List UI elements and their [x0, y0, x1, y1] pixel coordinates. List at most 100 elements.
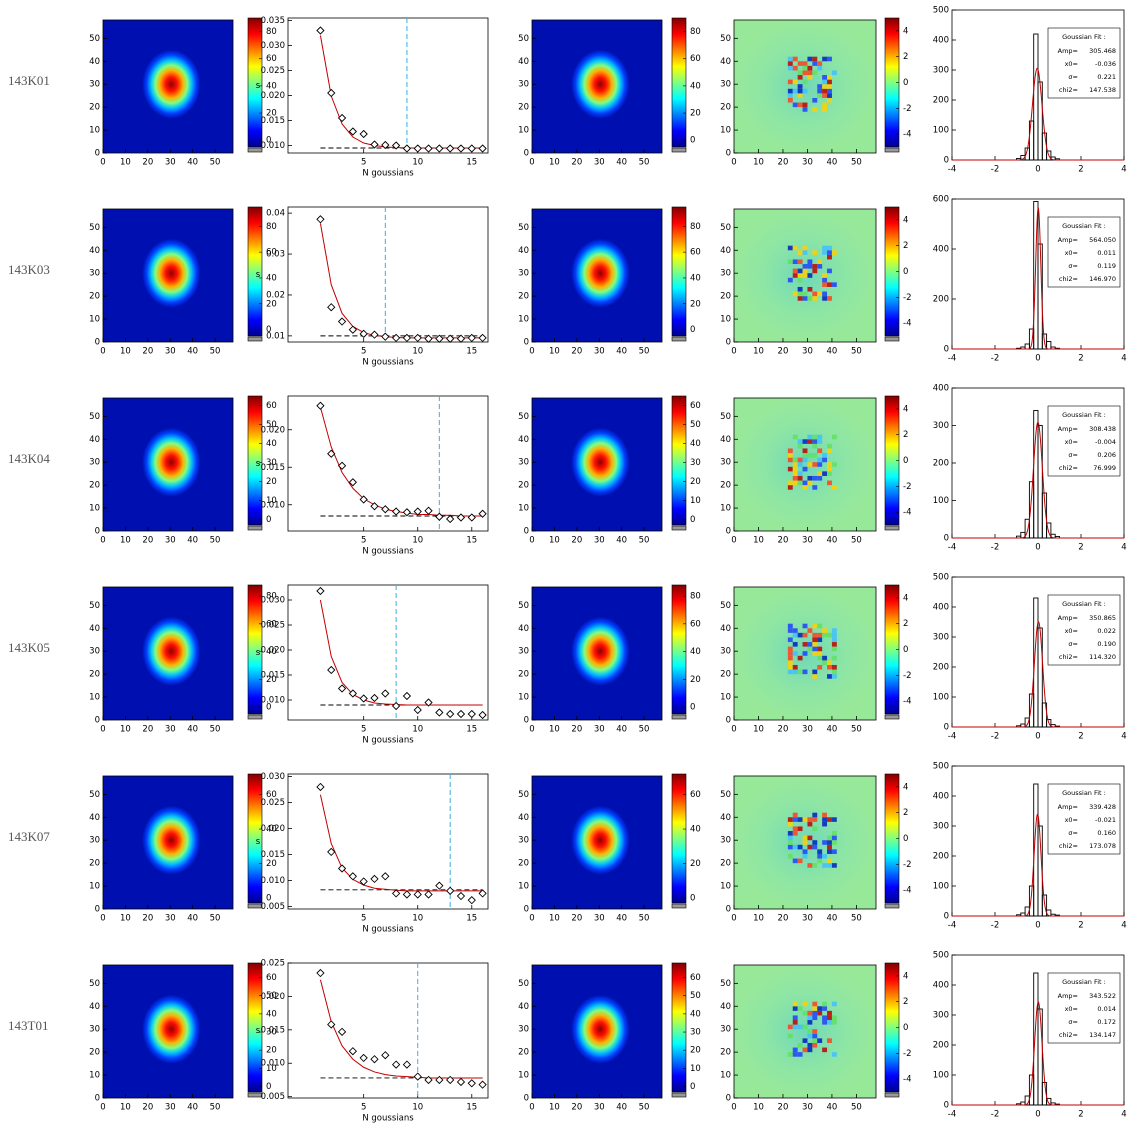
fit-box	[1047, 972, 1121, 1044]
texture	[817, 65, 823, 71]
x-tick-label: 2	[1078, 732, 1083, 742]
marker	[424, 144, 433, 153]
y-tick-label: 0	[944, 912, 949, 922]
fit-param-value: 134.147	[1089, 1031, 1116, 1039]
texture	[831, 669, 837, 675]
texture	[797, 826, 803, 832]
marker	[456, 144, 466, 153]
x-tick-label: 40	[616, 536, 627, 546]
fit-param-name: Amp=	[1058, 803, 1078, 811]
x-tick-label: 0	[529, 158, 534, 168]
y-tick-label: 500	[933, 951, 949, 961]
texture	[817, 471, 823, 476]
plot-frame	[733, 208, 877, 343]
plot-frame	[287, 773, 489, 910]
plot-frame	[102, 397, 234, 532]
texture	[797, 480, 803, 486]
x-tick-label: 10	[753, 914, 764, 924]
colorbar-tick-label: 60	[266, 790, 277, 800]
y-tick-label: 30	[518, 269, 529, 279]
x-tick-label: 30	[802, 725, 813, 735]
x-tick-label: 10	[412, 347, 423, 357]
marker	[467, 144, 476, 153]
colorbar-tick-label: 4	[903, 215, 908, 225]
marker	[316, 968, 325, 978]
fit-title: Goussian Fit :	[1062, 600, 1106, 608]
texture	[822, 457, 828, 463]
texture	[792, 628, 798, 633]
marker	[381, 1051, 390, 1060]
marker	[424, 698, 433, 707]
marker	[316, 401, 325, 410]
histogram-bar	[1024, 343, 1030, 350]
y-tick-label: 100	[933, 693, 949, 703]
texture	[807, 56, 813, 62]
colorbar-under	[247, 714, 263, 720]
marker	[424, 334, 433, 343]
y-tick-label: 40	[518, 1002, 529, 1012]
texture	[802, 273, 808, 278]
colorbar-tick-label: 20	[690, 1046, 701, 1056]
fit-param-value: 0.172	[1097, 1018, 1116, 1026]
colorbar-tick-label: 60	[690, 790, 701, 800]
texture	[792, 462, 798, 467]
texture	[787, 651, 793, 656]
x-tick-label: 50	[210, 536, 221, 546]
y-tick-label: 20	[720, 1048, 731, 1058]
texture	[822, 296, 828, 301]
y-tick-label: 0.03	[266, 250, 285, 260]
y-tick-label: 30	[720, 80, 731, 90]
source-blob	[571, 616, 630, 686]
marker	[478, 710, 487, 720]
y-tick-label: 30	[518, 647, 529, 657]
x-axis-label: N goussians	[362, 925, 414, 935]
y-tick-label: 20	[720, 670, 731, 680]
colorbar-tick-label: 0	[690, 136, 695, 146]
texture	[797, 84, 803, 89]
texture	[807, 821, 813, 827]
colorbar	[671, 395, 687, 526]
texture	[797, 632, 803, 638]
texture	[792, 457, 798, 463]
texture	[787, 831, 793, 836]
x-tick-label: 0	[731, 536, 736, 546]
y-tick-label: 30	[518, 80, 529, 90]
colorbar-tick-label: 80	[690, 222, 701, 232]
texture	[812, 443, 818, 449]
y-axis-label: s	[256, 270, 261, 280]
fit-param-value: 350.865	[1089, 614, 1116, 622]
marker	[402, 333, 412, 343]
x-tick-label: 20	[142, 914, 153, 924]
texture	[807, 1033, 813, 1039]
texture	[812, 863, 818, 868]
texture	[831, 632, 837, 638]
colorbar-tick-label: 60	[266, 401, 277, 411]
marker	[337, 864, 347, 873]
marker	[446, 144, 455, 153]
texture	[831, 1052, 837, 1057]
y-tick-label: 0	[524, 1094, 529, 1104]
y-tick-label: 600	[933, 195, 949, 205]
texture	[817, 655, 823, 661]
texture	[802, 457, 808, 463]
y-tick-label: 20	[720, 103, 731, 113]
texture	[787, 79, 793, 85]
colorbar-tick-label: 0	[266, 893, 271, 903]
marker	[478, 889, 487, 898]
marker	[359, 877, 368, 886]
x-tick-label: 20	[142, 725, 153, 735]
colorbar-tick-label: -4	[903, 319, 911, 329]
texture	[802, 61, 808, 66]
texture	[787, 821, 793, 827]
x-tick-label: 30	[165, 536, 176, 546]
marker	[381, 332, 390, 341]
marker	[402, 144, 412, 153]
y-tick-label: 0	[726, 527, 731, 537]
texture	[797, 1006, 803, 1011]
texture	[812, 669, 818, 675]
x-tick-label: 0	[100, 347, 105, 357]
x-tick-label: 50	[851, 536, 862, 546]
x-tick-label: 20	[778, 347, 789, 357]
texture	[802, 70, 808, 76]
texture	[822, 273, 828, 278]
